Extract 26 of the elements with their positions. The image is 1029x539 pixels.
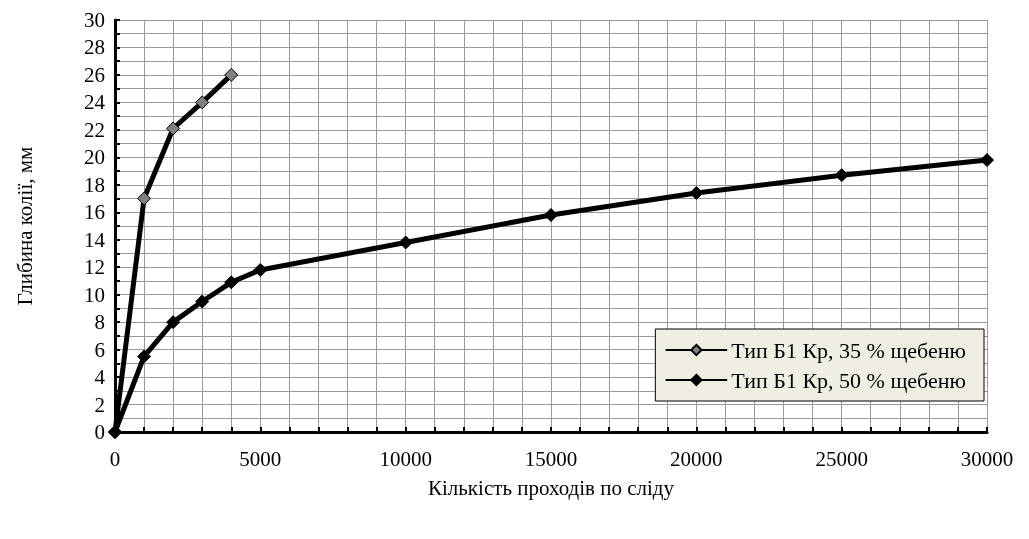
legend-label: Тип Б1 Кр, 35 % щебеню (731, 337, 966, 363)
x-tick-label: 5000 (239, 446, 282, 471)
y-tick-label: 24 (84, 90, 106, 115)
y-tick-label: 20 (84, 145, 105, 170)
x-tick-label: 10000 (379, 446, 432, 471)
x-tick-label: 20000 (670, 446, 723, 471)
y-tick-label: 6 (94, 337, 105, 362)
x-tick-label: 25000 (815, 446, 868, 471)
y-tick-label: 18 (84, 172, 105, 197)
y-tick-label: 2 (94, 392, 105, 417)
y-tick-label: 30 (84, 8, 105, 32)
x-tick-label: 15000 (524, 446, 578, 471)
y-tick-label: 8 (94, 310, 105, 335)
y-tick-label: 10 (84, 282, 105, 307)
y-tick-label: 26 (84, 62, 105, 87)
legend-label: Тип Б1 Кр, 50 % щебеню (731, 367, 966, 393)
y-tick-label: 22 (84, 117, 105, 142)
y-tick-label: 14 (84, 227, 106, 252)
y-tick-label: 4 (94, 365, 106, 390)
x-axis-title: Кількість проходів по сліду (427, 475, 675, 500)
y-axis-title: Глибина колії, мм (12, 146, 37, 306)
y-tick-label: 0 (94, 420, 105, 444)
x-tick-label: 30000 (960, 446, 1014, 471)
y-tick-label: 12 (84, 255, 105, 280)
y-tick-label: 16 (84, 200, 105, 225)
y-tick-label: 28 (84, 35, 105, 60)
